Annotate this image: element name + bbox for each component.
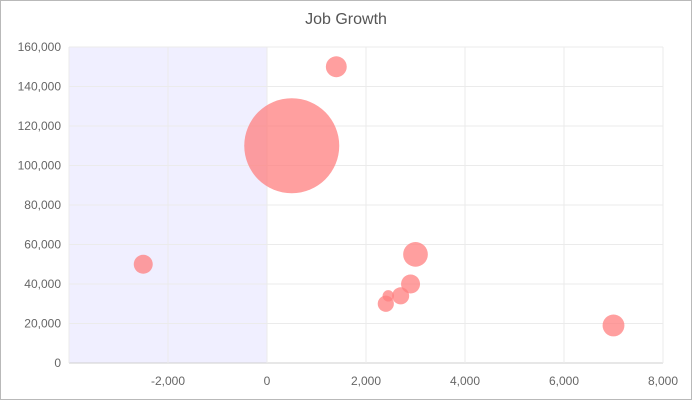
y-tick-label: 20,000 [24,317,61,331]
data-point[interactable] [244,98,340,194]
y-tick-label: 60,000 [24,238,61,252]
data-point[interactable] [602,314,625,337]
axis-layer: 0 20,000 40,000 60,000 80,000 100,000 120,000 1… [18,40,679,388]
data-point[interactable] [325,56,347,78]
y-tick-label: 40,000 [24,277,61,291]
y-tick-label: 80,000 [24,198,61,212]
data-point[interactable] [401,274,421,294]
x-tick-label: 2,000 [351,374,381,388]
y-tick-label: 0 [54,356,61,370]
x-tick-label: 8,000 [648,374,678,388]
x-tick-label: 4,000 [450,374,480,388]
y-tick-label: 140,000 [18,80,62,94]
y-tick-label: 160,000 [18,40,62,54]
data-point[interactable] [377,295,394,312]
x-tick-label: 0 [264,374,271,388]
data-point[interactable] [133,254,153,274]
data-point[interactable] [392,287,410,305]
points-layer [133,56,625,337]
grid-layer [68,46,664,364]
data-point[interactable] [403,242,428,267]
y-tick-label: 100,000 [18,159,62,173]
x-tick-label: 6,000 [549,374,579,388]
x-tick-label: -2,000 [151,374,185,388]
y-tick-label: 120,000 [18,119,62,133]
chart-title: Job Growth [305,11,387,28]
